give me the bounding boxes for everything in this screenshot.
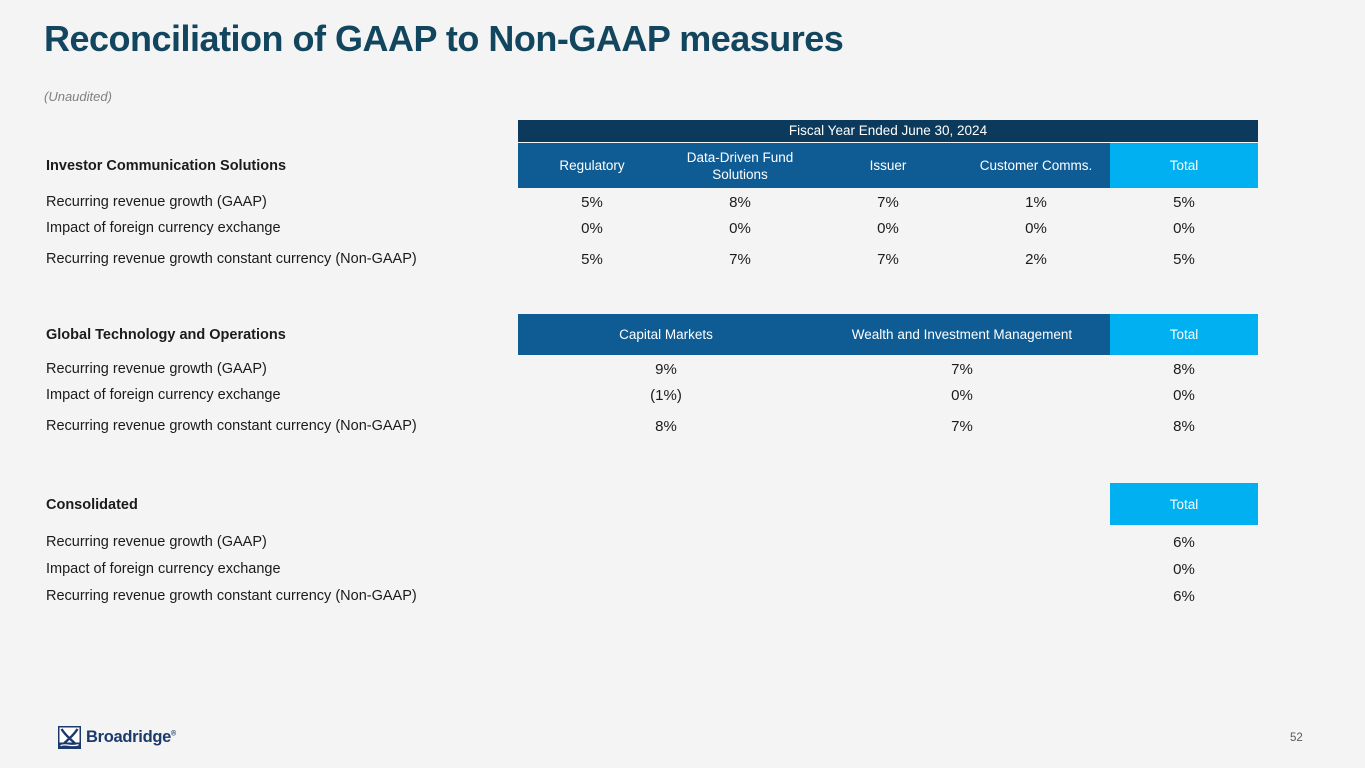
- value-cell: 6%: [1173, 534, 1195, 551]
- value-cell: 5%: [1173, 194, 1195, 211]
- value-cell: 8%: [729, 194, 751, 211]
- section-label-consolidated: Consolidated: [46, 497, 138, 513]
- row-label: Recurring revenue growth (GAAP): [46, 534, 267, 550]
- row-label: Recurring revenue growth constant curren…: [46, 588, 417, 604]
- value-cell: 0%: [1173, 561, 1195, 578]
- section-label-investor-communication-solutions: Investor Communication Solutions: [46, 158, 287, 174]
- table-row: 8% 7% 8%: [518, 417, 1258, 436]
- table-row: 5% 8% 7% 1% 5%: [518, 193, 1258, 212]
- column-header-wealth-and-investment-management: Wealth and Investment Management: [814, 314, 1110, 355]
- row-label: Impact of foreign currency exchange: [46, 220, 281, 236]
- table1-column-header-row: Regulatory Data-Driven Fund Solutions Is…: [518, 143, 1258, 188]
- row-label: Recurring revenue growth constant curren…: [46, 251, 417, 267]
- column-header-issuer: Issuer: [814, 143, 962, 188]
- value-cell: 0%: [729, 220, 751, 237]
- value-cell: 7%: [951, 418, 973, 435]
- column-header-total: Total: [1110, 143, 1258, 188]
- row-label: Recurring revenue growth constant curren…: [46, 418, 417, 434]
- value-cell: 7%: [877, 251, 899, 268]
- unaudited-note: (Unaudited): [44, 89, 112, 104]
- value-cell: 9%: [655, 361, 677, 378]
- column-header-total: Total: [1110, 314, 1258, 355]
- value-cell: 7%: [877, 194, 899, 211]
- row-label: Impact of foreign currency exchange: [46, 387, 281, 403]
- table2-column-header-row: Capital Markets Wealth and Investment Ma…: [518, 314, 1258, 355]
- value-cell: 1%: [1025, 194, 1047, 211]
- broadridge-logo-text: Broadridge®: [86, 728, 176, 746]
- column-header-customer-comms: Customer Comms.: [962, 143, 1110, 188]
- table-row: 0% 0% 0% 0% 0%: [518, 219, 1258, 238]
- value-cell: 6%: [1173, 588, 1195, 605]
- row-label: Recurring revenue growth (GAAP): [46, 194, 267, 210]
- table-row: 5% 7% 7% 2% 5%: [518, 250, 1258, 269]
- value-cell: 2%: [1025, 251, 1047, 268]
- value-cell: 0%: [581, 220, 603, 237]
- value-cell: 7%: [729, 251, 751, 268]
- column-header-regulatory: Regulatory: [518, 143, 666, 188]
- table-row: 9% 7% 8%: [518, 360, 1258, 379]
- value-cell: 0%: [1025, 220, 1047, 237]
- row-label: Impact of foreign currency exchange: [46, 561, 281, 577]
- broadridge-logo: Broadridge®: [58, 726, 176, 749]
- value-cell: 0%: [1173, 387, 1195, 404]
- value-cell: 8%: [1173, 361, 1195, 378]
- page-title: Reconciliation of GAAP to Non-GAAP measu…: [44, 18, 844, 59]
- value-cell: 8%: [1173, 418, 1195, 435]
- section-label-global-technology-and-operations: Global Technology and Operations: [46, 327, 286, 343]
- page-number: 52: [1290, 732, 1303, 744]
- value-cell: (1%): [650, 387, 682, 404]
- value-cell: 5%: [581, 251, 603, 268]
- value-cell: 7%: [951, 361, 973, 378]
- table-row: (1%) 0% 0%: [518, 386, 1258, 405]
- value-cell: 8%: [655, 418, 677, 435]
- value-cell: 5%: [581, 194, 603, 211]
- broadridge-logo-mark-icon: [58, 726, 81, 749]
- row-label: Recurring revenue growth (GAAP): [46, 361, 267, 377]
- column-header-capital-markets: Capital Markets: [518, 314, 814, 355]
- value-cell: 0%: [951, 387, 973, 404]
- column-header-total: Total: [1110, 483, 1258, 525]
- column-header-data-driven-fund-solutions: Data-Driven Fund Solutions: [666, 143, 814, 188]
- value-cell: 0%: [877, 220, 899, 237]
- registered-trademark-symbol: ®: [171, 730, 176, 738]
- period-header-band: Fiscal Year Ended June 30, 2024: [518, 120, 1258, 142]
- value-cell: 5%: [1173, 251, 1195, 268]
- value-cell: 0%: [1173, 220, 1195, 237]
